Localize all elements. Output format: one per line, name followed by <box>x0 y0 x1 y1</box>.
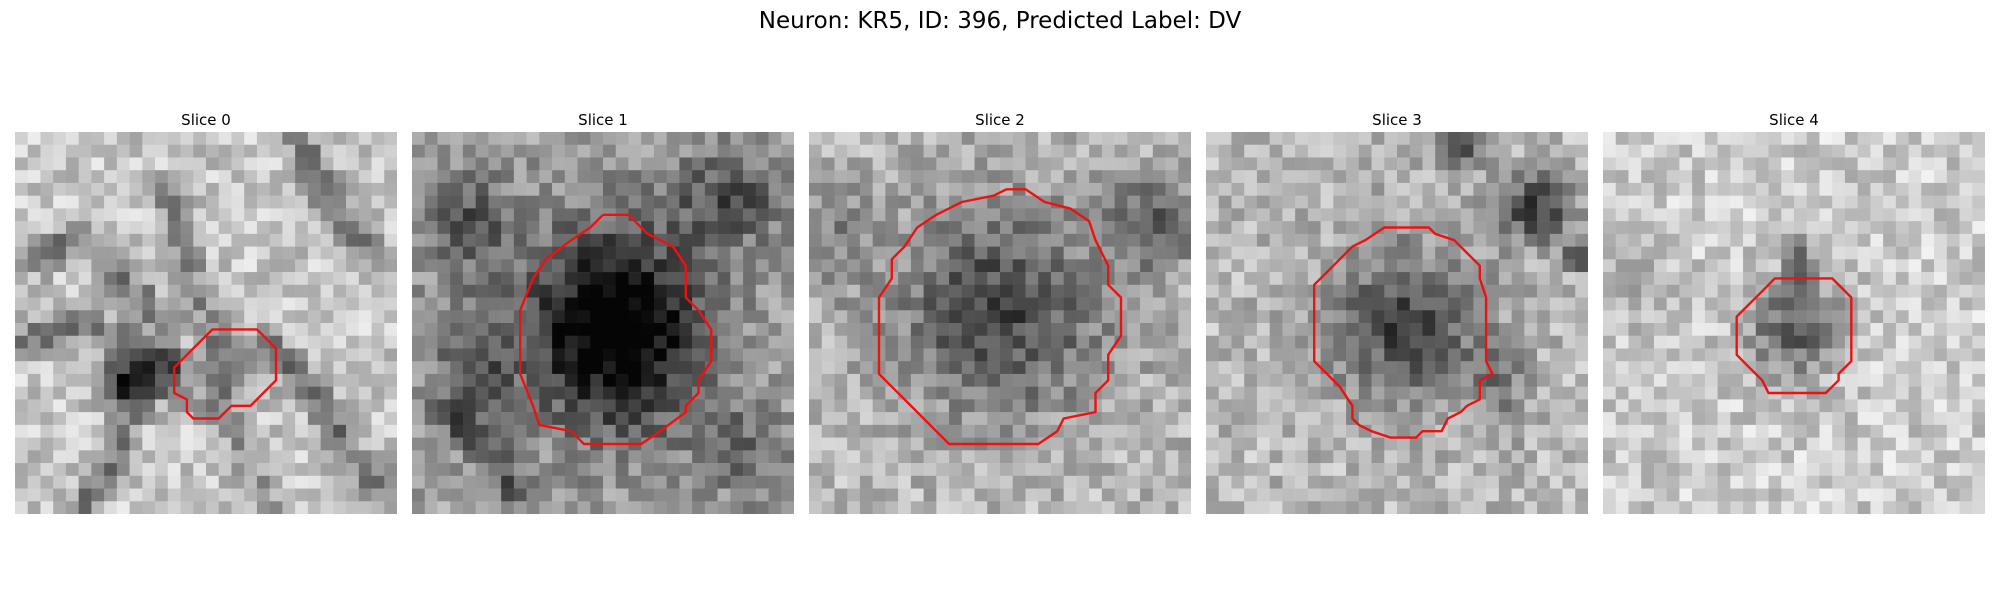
slice-title: Slice 0 <box>181 111 231 129</box>
pixel-grid <box>15 132 397 514</box>
slice-panel-1: Slice 1 <box>412 108 794 514</box>
slice-image <box>809 132 1191 514</box>
pixel-grid <box>1603 132 1985 514</box>
slice-title: Slice 3 <box>1372 111 1422 129</box>
slice-panel-2: Slice 2 <box>809 108 1191 514</box>
segmentation-contour <box>1312 226 1494 439</box>
slice-panel-0: Slice 0 <box>15 108 397 514</box>
slice-image <box>1603 132 1985 514</box>
slice-image <box>412 132 794 514</box>
slice-title: Slice 1 <box>578 111 628 129</box>
segmentation-contour <box>518 213 713 446</box>
pixel-grid <box>809 132 1191 514</box>
slice-image <box>1206 132 1588 514</box>
slice-title: Slice 2 <box>975 111 1025 129</box>
segmentation-contour <box>172 328 278 420</box>
slice-image <box>15 132 397 514</box>
slice-panel-4: Slice 4 <box>1603 108 1985 514</box>
pixel-grid <box>412 132 794 514</box>
pixel-grid <box>1206 132 1588 514</box>
slice-title: Slice 4 <box>1769 111 1819 129</box>
slice-panel-3: Slice 3 <box>1206 108 1588 514</box>
segmentation-contour <box>1735 277 1853 395</box>
segmentation-contour <box>877 188 1123 446</box>
figure-title: Neuron: KR5, ID: 396, Predicted Label: D… <box>758 8 1242 34</box>
